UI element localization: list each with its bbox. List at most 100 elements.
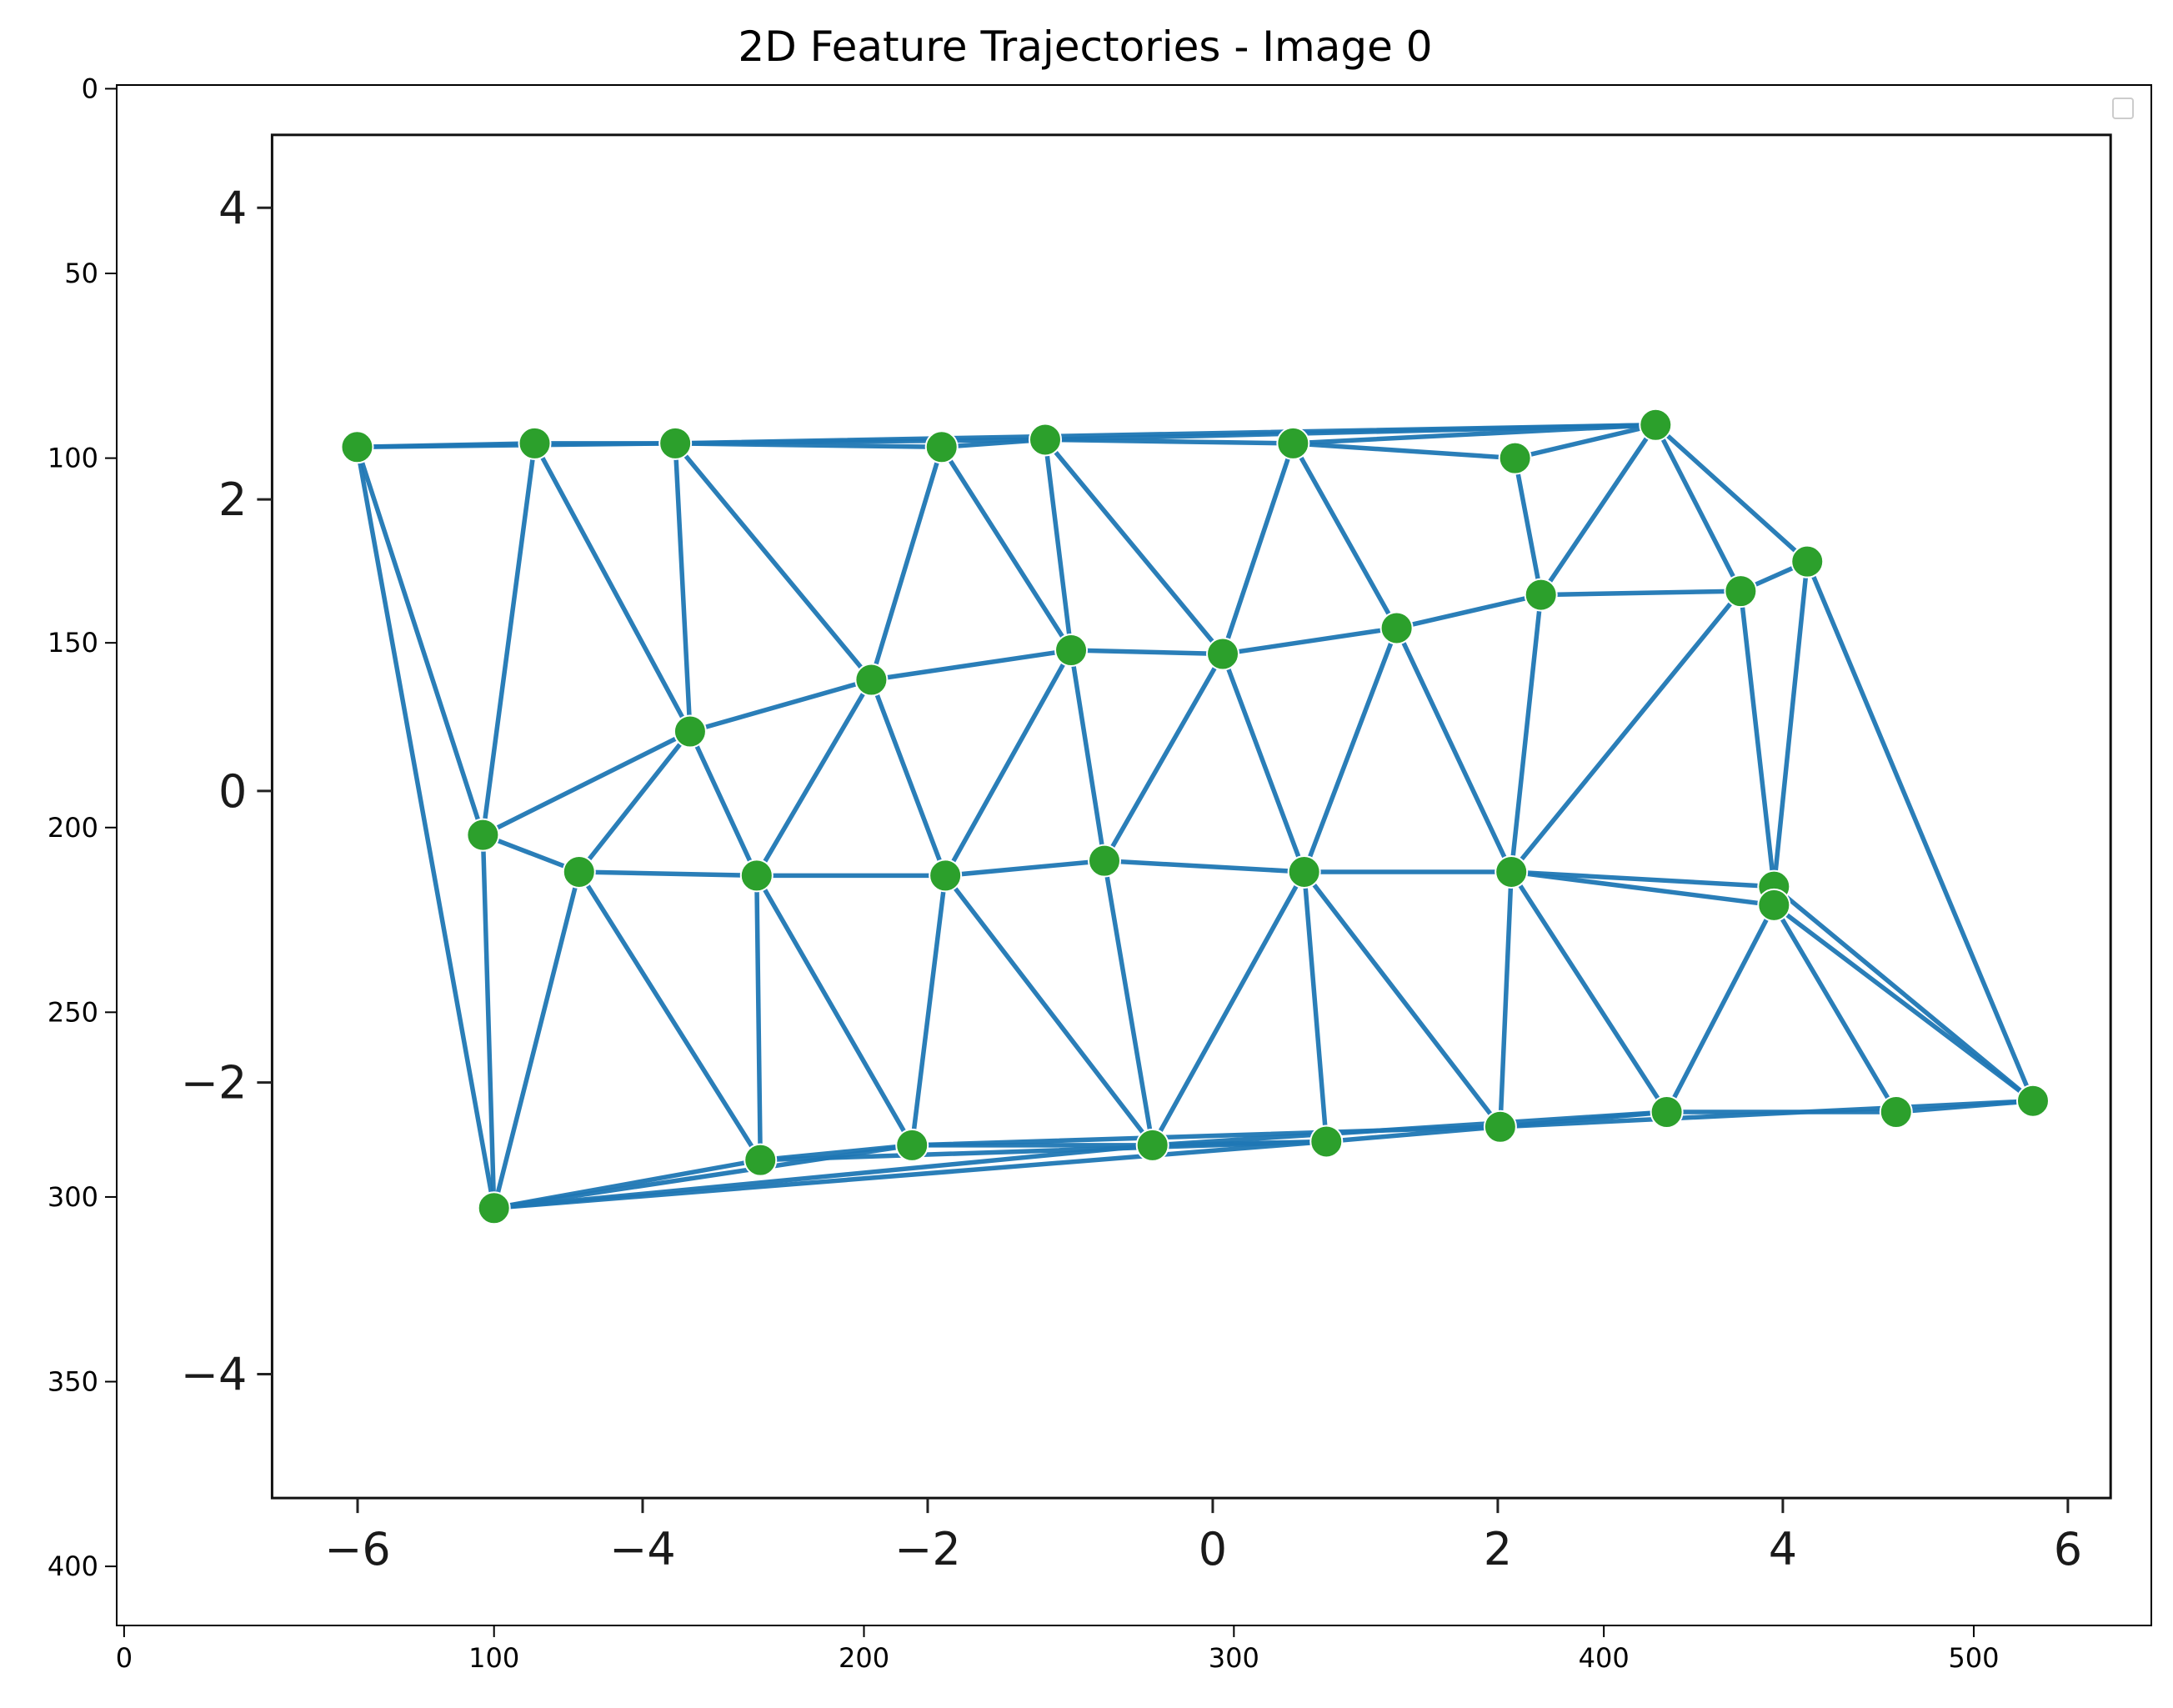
x-tick-label: 300 <box>1209 1642 1259 1674</box>
trajectory-edge <box>1069 648 1107 864</box>
y-tick-label: 400 <box>48 1550 98 1582</box>
feature-point <box>562 854 596 889</box>
trajectory-edge <box>673 441 874 683</box>
feature-point <box>1087 844 1121 878</box>
inner-y-tick-label: 2 <box>218 473 247 526</box>
trajectory-edge <box>480 729 693 838</box>
trajectory-edge <box>1102 858 1155 1148</box>
inner-y-tick-label: 0 <box>218 765 247 818</box>
trajectory-edge <box>688 729 759 879</box>
trajectory-edge <box>354 441 678 450</box>
x-tick-label: 500 <box>1948 1642 1999 1674</box>
feature-point <box>518 426 552 460</box>
feature-point <box>924 430 959 464</box>
trajectory-edge <box>354 444 497 1210</box>
trajectory-edge <box>1512 422 1659 461</box>
x-tick-label: 0 <box>116 1642 133 1674</box>
feature-point <box>1379 611 1414 645</box>
trajectory-edge <box>1290 441 1518 461</box>
trajectory-edge <box>673 441 693 734</box>
x-axis-ticks: 0 100 200 300 400 500 <box>116 1625 2000 1674</box>
inner-y-tick-label: −2 <box>181 1057 248 1109</box>
trajectory-edge <box>1509 589 1744 874</box>
trajectory-edge <box>1149 869 1307 1148</box>
trajectory-edge <box>577 869 763 1163</box>
trajectory-edge <box>754 677 874 879</box>
trajectory-edge <box>943 858 1107 879</box>
trajectory-edge <box>480 832 497 1210</box>
trajectory-edge <box>869 677 948 879</box>
inner-x-tick-label: −4 <box>609 1523 676 1575</box>
x-tick-label: 400 <box>1579 1642 1630 1674</box>
feature-point <box>1028 423 1062 457</box>
feature-point <box>1483 1109 1517 1144</box>
trajectory-edge <box>1301 869 1503 1129</box>
trajectory-edge <box>1290 441 1399 631</box>
feature-point <box>895 1128 929 1162</box>
feature-point <box>1206 637 1240 671</box>
inner-y-tick-label: 4 <box>218 182 247 234</box>
trajectory-edge <box>1102 651 1225 864</box>
trajectory-edge <box>1069 648 1225 657</box>
inner-y-tick-label: −4 <box>181 1348 248 1400</box>
y-tick-label: 250 <box>48 996 98 1028</box>
x-tick-label: 200 <box>839 1642 889 1674</box>
y-axis-ticks: 0 50 100 150 200 250 300 350 400 <box>48 73 117 1582</box>
trajectory-edge <box>1653 422 1810 564</box>
embedded-plot-image: −6 −4 −2 0 2 4 6 4 2 0 −2 −4 <box>181 133 2112 1575</box>
trajectory-edge <box>1805 558 2035 1104</box>
trajectory-edge <box>577 729 693 874</box>
y-tick-label: 50 <box>64 258 98 289</box>
trajectory-edge <box>673 422 1659 446</box>
trajectory-edge <box>754 873 914 1148</box>
trajectory-edge <box>1043 437 1074 653</box>
trajectory-edge <box>943 873 1155 1148</box>
trajectory-edge <box>1509 869 1777 908</box>
trajectory-edge <box>1771 884 2035 1104</box>
chart-title: 2D Feature Trajectories - Image 0 <box>738 23 1432 71</box>
feature-point <box>854 663 889 697</box>
trajectory-edge <box>1149 1109 1670 1148</box>
trajectory-edge <box>1738 589 1777 889</box>
trajectory-edge <box>1771 558 1810 889</box>
inner-x-tick-label: −2 <box>894 1523 961 1575</box>
trajectory-edge <box>758 1139 1329 1163</box>
trajectory-edge <box>688 677 874 734</box>
feature-point <box>1650 1095 1684 1129</box>
feature-point <box>466 818 500 852</box>
trajectory-edge <box>1538 422 1659 598</box>
feature-point <box>477 1191 511 1225</box>
trajectory-edge <box>1043 437 1225 657</box>
trajectory-edge <box>1509 869 1777 889</box>
feature-point <box>1287 854 1321 889</box>
trajectory-edge <box>1664 903 1777 1114</box>
trajectory-edge <box>480 832 582 874</box>
feature-point <box>1524 578 1558 612</box>
feature-point <box>1879 1095 1913 1129</box>
y-tick-label: 100 <box>48 443 98 474</box>
trajectory-edge <box>1538 589 1744 598</box>
feature-point <box>1757 888 1791 922</box>
feature-point <box>1495 854 1529 889</box>
trajectory-edge <box>754 873 763 1163</box>
trajectory-edge <box>943 648 1074 879</box>
feature-point <box>2015 1084 2050 1118</box>
trajectory-edge <box>869 444 944 683</box>
feature-point <box>744 1143 778 1177</box>
trajectory-edge <box>1220 651 1307 874</box>
y-tick-label: 300 <box>48 1181 98 1213</box>
trajectory-edge <box>491 1139 1329 1210</box>
trajectory-edge <box>1102 858 1307 874</box>
trajectory-edge <box>1301 625 1399 874</box>
inner-x-tick-label: 6 <box>2054 1523 2082 1575</box>
feature-point <box>658 426 693 460</box>
trajectory-edge <box>532 441 693 734</box>
trajectory-edge <box>480 441 538 838</box>
y-tick-label: 200 <box>48 812 98 844</box>
trajectory-edge <box>1509 869 1670 1114</box>
trajectory-edge <box>1394 625 1514 874</box>
feature-point <box>1054 634 1089 668</box>
trajectory-edge <box>869 648 1074 683</box>
inner-x-tick-label: 2 <box>1484 1523 1512 1575</box>
